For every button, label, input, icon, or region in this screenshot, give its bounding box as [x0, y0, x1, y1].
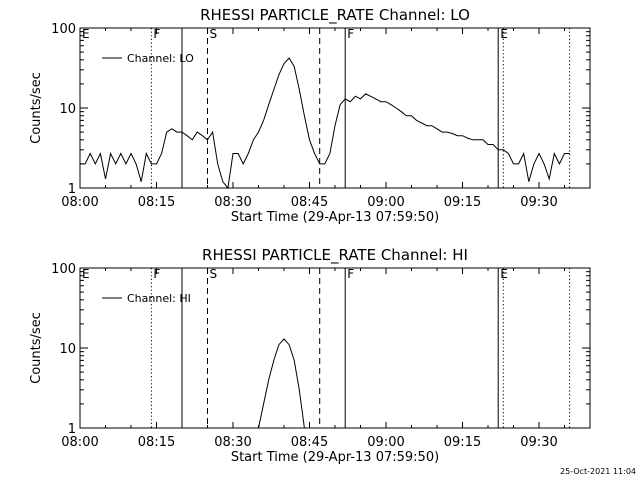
y-axis-label: Counts/sec — [29, 72, 44, 144]
y-axis-label: Counts/sec — [29, 312, 44, 384]
y-tick-label: 100 — [51, 262, 76, 277]
panel-lo: RHESSI PARTICLE_RATE Channel: LO 08:00 08:… — [29, 6, 591, 225]
x-axis-label: Start Time (29-Apr-13 07:59:50) — [231, 210, 439, 225]
event-label: F — [153, 267, 160, 281]
chart-title: RHESSI PARTICLE_RATE Channel: HI — [202, 246, 468, 265]
series-line — [80, 57, 570, 190]
event-label: E — [500, 267, 508, 281]
event-label: E — [82, 27, 90, 41]
y-tick-label: 10 — [59, 102, 76, 117]
event-label: E — [82, 267, 90, 281]
x-tick-label: 09:30 — [520, 195, 557, 210]
event-label: F — [347, 267, 354, 281]
x-tick-label: 09:15 — [444, 435, 481, 450]
y-tick-label: 1 — [68, 422, 76, 437]
x-tick-label: 08:30 — [214, 435, 251, 450]
x-tick-label: 08:15 — [138, 435, 175, 450]
y-tick-label: 1 — [68, 182, 76, 197]
legend-label: Channel: HI — [127, 292, 191, 305]
event-label: F — [347, 27, 354, 41]
y-tick-label: 10 — [59, 342, 76, 357]
x-tick-label: 08:45 — [291, 195, 328, 210]
panel-hi: RHESSI PARTICLE_RATE Channel: HI 08:00 08:… — [29, 246, 591, 465]
x-tick-label: 09:30 — [520, 435, 557, 450]
timestamp-footer: 25-Oct-2021 11:04 — [560, 467, 636, 476]
event-label: S — [210, 27, 218, 41]
y-tick-label: 100 — [51, 22, 76, 37]
event-label: E — [500, 27, 508, 41]
x-tick-label: 08:00 — [61, 435, 98, 450]
x-tick-label: 09:00 — [367, 195, 404, 210]
event-label: F — [153, 27, 160, 41]
x-tick-label: 08:15 — [138, 195, 175, 210]
x-tick-label: 08:00 — [61, 195, 98, 210]
x-axis-label: Start Time (29-Apr-13 07:59:50) — [231, 450, 439, 465]
x-tick-label: 08:30 — [214, 195, 251, 210]
series-line — [258, 338, 305, 429]
x-tick-label: 08:45 — [291, 435, 328, 450]
x-tick-label: 09:15 — [444, 195, 481, 210]
chart-title: RHESSI PARTICLE_RATE Channel: LO — [200, 6, 470, 25]
x-tick-label: 09:00 — [367, 435, 404, 450]
event-label: S — [210, 267, 218, 281]
legend-label: Channel: LO — [127, 52, 194, 65]
